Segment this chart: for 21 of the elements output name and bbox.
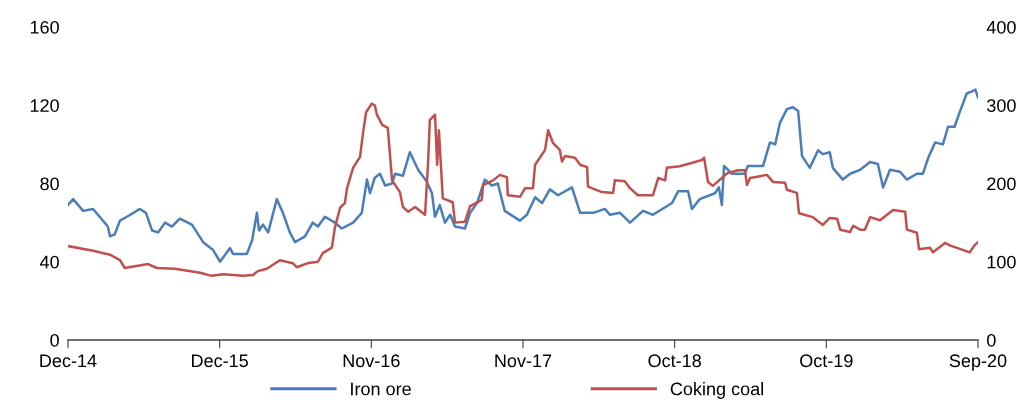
y-tick-label: 0 [50,333,59,347]
y-tick-label: 80 [40,177,59,191]
legend-label: Iron ore [351,382,411,396]
y2-tick-label: 200 [987,177,1016,191]
x-tick-label: Oct-19 [800,354,853,368]
y2-tick-label: 300 [987,99,1016,112]
line-series [67,88,978,263]
line-series [67,102,978,278]
legend-label: Coking coal [670,382,763,399]
x-tick-label: Oct-18 [648,354,701,368]
x-tick-label: Nov-17 [495,354,552,368]
x-tick-label: Nov-16 [343,354,400,368]
y-tick-label: 120 [30,99,59,112]
x-tick-label: Dec-15 [192,354,248,368]
y2-tick-label: 400 [986,20,1016,34]
y2-tick-label: 0 [987,333,996,347]
y-tick-label: 40 [39,255,59,269]
y2-tick-label: 100 [987,255,1016,269]
y-tick-label: 160 [30,20,59,34]
x-tick-label: Sep-20 [949,354,1007,371]
x-tick-label: Dec-14 [40,354,97,368]
